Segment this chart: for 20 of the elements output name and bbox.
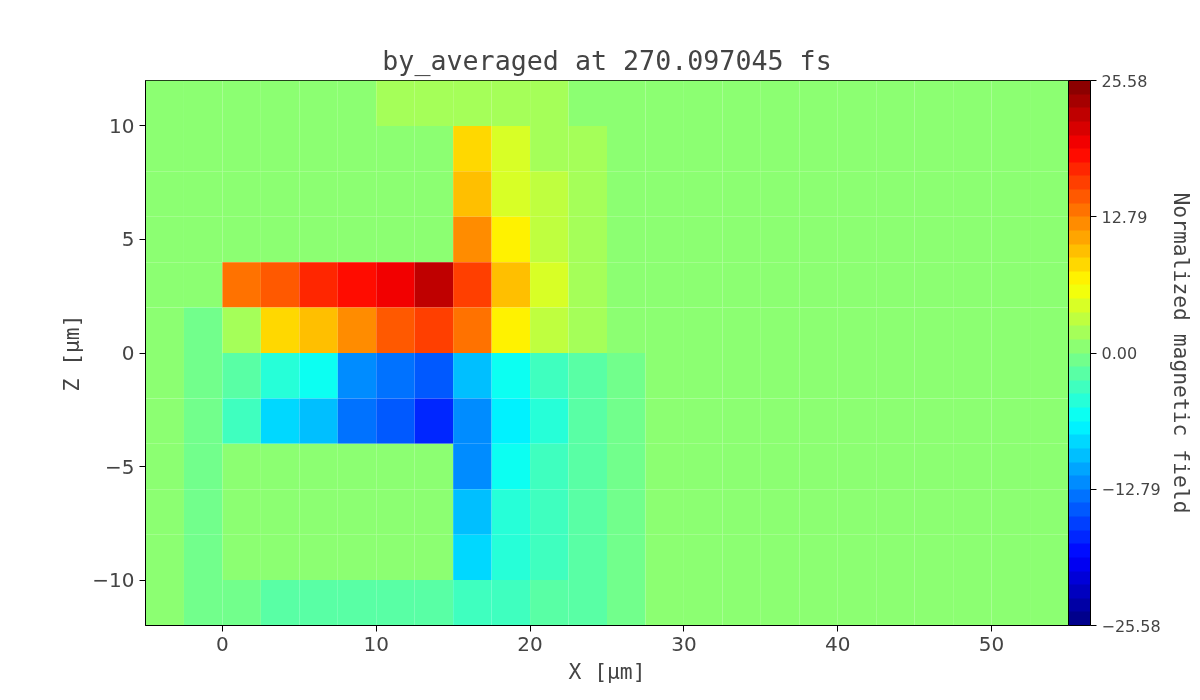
color-bar-label: −12.79 (1101, 480, 1161, 500)
color-bar-title: Normalized magnetic field (1168, 192, 1194, 514)
y-tick-label: 10 (109, 113, 135, 138)
x-tick-label: 40 (825, 631, 851, 656)
y-tick-label: −5 (105, 454, 135, 479)
y-tick-label: 5 (121, 227, 135, 252)
y-axis-title: Z [μm] (59, 314, 85, 392)
x-tick-label: 30 (671, 631, 697, 656)
color-bar-label: 0.00 (1101, 344, 1138, 363)
x-tick-label: 50 (978, 631, 1005, 656)
x-tick-label: 20 (517, 631, 543, 656)
chart-title: by_averaged at 270.097045 fs (382, 44, 832, 77)
x-axis-title: X [μm] (568, 658, 646, 684)
color-bar-label: 12.79 (1101, 207, 1148, 227)
x-tick-label: 0 (216, 631, 229, 656)
color-bar-label: 25.58 (1101, 71, 1148, 91)
y-tick-label: 0 (121, 341, 135, 365)
y-tick-label: −10 (92, 568, 135, 593)
x-tick-label: 10 (363, 631, 389, 656)
color-bar-label: −25.58 (1101, 616, 1161, 636)
